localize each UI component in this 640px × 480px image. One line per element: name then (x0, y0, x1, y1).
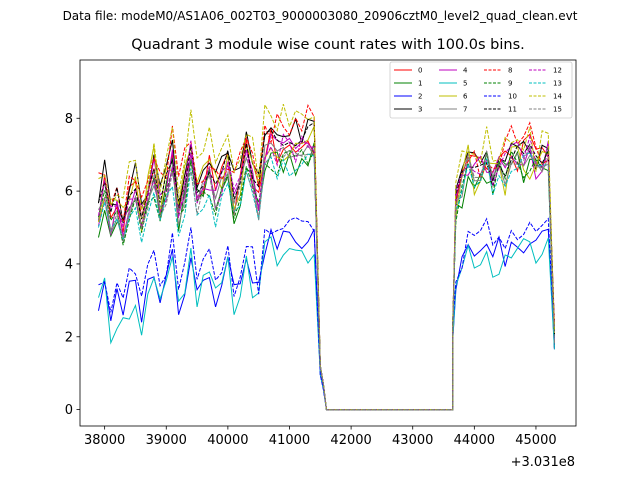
series-line-5 (98, 236, 555, 411)
legend-label-2: 2 (418, 93, 422, 101)
y-tick-label: 6 (65, 185, 73, 200)
y-tick-label: 4 (65, 257, 73, 272)
legend-label-5: 5 (463, 80, 467, 88)
legend-label-1: 1 (418, 80, 422, 88)
legend-label-13: 13 (553, 80, 562, 88)
plot-frame (79, 59, 577, 427)
legend-label-7: 7 (463, 106, 467, 114)
plot-layer (97, 102, 555, 411)
x-tick-label: 42000 (330, 433, 371, 448)
series-line-14 (98, 102, 555, 411)
x-tick-label: 40000 (207, 433, 248, 448)
series-line-15 (98, 144, 555, 411)
y-tick-label: 8 (65, 112, 73, 127)
x-tick-label: 43000 (392, 433, 433, 448)
series-line-13 (97, 152, 555, 411)
series-line-10 (98, 217, 555, 411)
series-line-7 (97, 142, 555, 411)
legend-label-9: 9 (508, 80, 512, 88)
legend-box (389, 61, 573, 119)
legend-label-3: 3 (418, 106, 422, 114)
x-tick-label: 41000 (269, 433, 310, 448)
x-tick-label: 38000 (84, 433, 125, 448)
series-line-9 (97, 147, 555, 411)
legend-label-14: 14 (553, 93, 562, 101)
legend-label-0: 0 (418, 67, 422, 75)
legend-label-6: 6 (463, 93, 468, 101)
legend-label-12: 12 (553, 67, 562, 75)
y-tick-label: 2 (65, 330, 73, 345)
file-label: Data file: modeM0/AS1A06_002T03_90000030… (63, 9, 578, 23)
axes-layer: 38000 39000 40000 41000 42000 43000 44000 45000… (65, 59, 577, 448)
series-line-8 (98, 103, 555, 411)
y-tick-label: 0 (65, 403, 73, 418)
x-offset-label: +3.031e8 (511, 455, 575, 470)
legend-label-8: 8 (508, 67, 512, 75)
chart-title: Quadrant 3 module wise count rates with … (131, 37, 525, 53)
legend-label-4: 4 (463, 67, 468, 75)
x-tick-label: 45000 (515, 433, 556, 448)
series-line-2 (97, 227, 555, 411)
x-tick-label: 44000 (454, 433, 495, 448)
legend-label-15: 15 (553, 106, 562, 114)
x-tick-label: 39000 (146, 433, 187, 448)
legend-label-10: 10 (508, 93, 517, 101)
legend-label-11: 11 (508, 106, 517, 114)
